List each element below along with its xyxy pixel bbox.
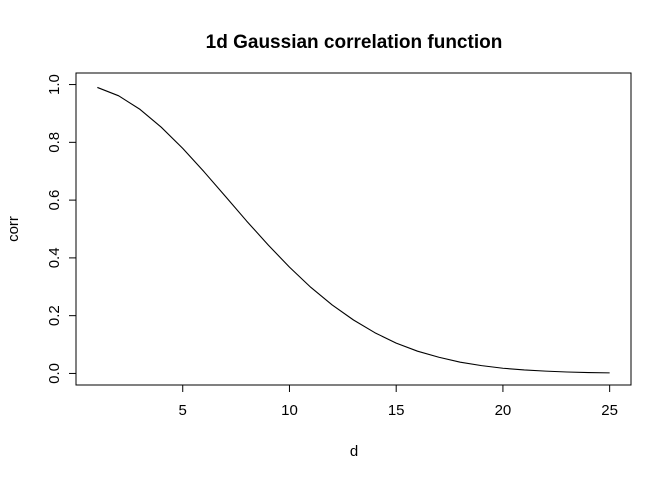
series-layer — [97, 86, 610, 374]
x-tick-label: 5 — [179, 402, 187, 419]
y-tick-label: 0.0 — [46, 363, 63, 384]
x-tick-label: 20 — [495, 402, 512, 419]
x-axis: 5 10 15 20 25 — [179, 384, 618, 419]
series-line — [97, 86, 610, 374]
y-tick-label: 1.0 — [46, 74, 63, 95]
y-tick-label: 0.4 — [46, 247, 63, 268]
y-tick-label: 0.2 — [46, 305, 63, 326]
x-tick-label: 25 — [601, 402, 618, 419]
y-axis-label: corr — [5, 216, 22, 242]
y-tick-label: 0.6 — [46, 190, 63, 211]
chart-title: 1d Gaussian correlation function — [206, 32, 503, 53]
y-tick-label: 0.8 — [46, 132, 63, 153]
x-axis-label: d — [350, 443, 358, 460]
y-axis: 0.0 0.2 0.4 0.6 0.8 1.0 — [46, 74, 77, 384]
x-tick-label: 10 — [281, 402, 298, 419]
x-tick-label: 15 — [388, 402, 405, 419]
